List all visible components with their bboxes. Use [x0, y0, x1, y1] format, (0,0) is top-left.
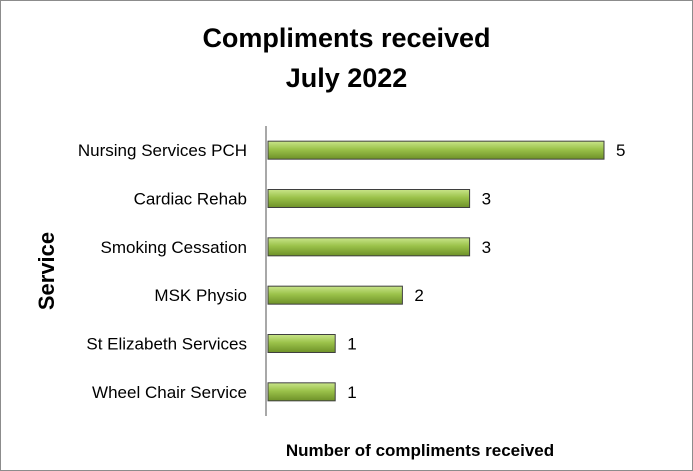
category-label: MSK Physio [154, 286, 247, 305]
bar [267, 237, 471, 257]
category-label: Wheel Chair Service [92, 383, 247, 402]
data-label: 2 [414, 286, 423, 305]
bar [267, 189, 471, 208]
category-label: Smoking Cessation [101, 238, 247, 257]
category-label: St Elizabeth Services [86, 335, 247, 354]
chart-title-line-1: Compliments received [202, 23, 491, 53]
data-label: 5 [616, 141, 625, 160]
data-label: 1 [347, 335, 356, 354]
x-axis-title: Number of compliments received [285, 441, 555, 460]
data-label: 3 [482, 190, 491, 209]
chart-title-line-2: July 2022 [285, 63, 408, 93]
bar [267, 382, 336, 402]
category-label: Nursing Services PCH [78, 141, 247, 160]
bar [267, 285, 403, 305]
bar [267, 334, 336, 353]
data-label: 3 [482, 238, 491, 257]
data-label: 1 [347, 383, 356, 402]
bar [267, 140, 605, 160]
category-label: Cardiac Rehab [134, 190, 247, 209]
